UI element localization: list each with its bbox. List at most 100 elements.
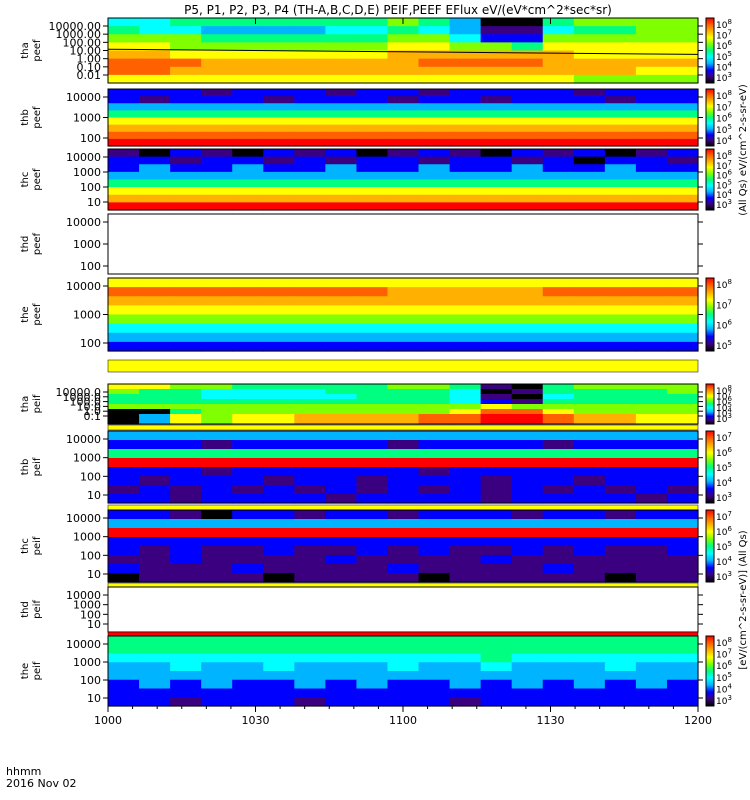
- heatmap-cell: [294, 96, 326, 104]
- heatmap-cell: [573, 419, 606, 425]
- heatmap-cell: [573, 697, 606, 707]
- figure-title: P5, P1, P2, P3, P4 (TH-A,B,C,D,E) PEIF,P…: [184, 3, 612, 17]
- heatmap-cell: [604, 399, 637, 405]
- colorbar-tick-label: 104: [716, 555, 732, 568]
- heatmap-cell: [325, 103, 358, 111]
- heatmap-cell: [573, 314, 606, 325]
- y-tick-label: 100: [80, 549, 101, 562]
- heatmap-cell: [294, 564, 326, 574]
- heatmap-cell: [604, 467, 637, 477]
- y-tick-label: 1000: [73, 166, 101, 179]
- heatmap-cell: [480, 287, 513, 297]
- heatmap-cell: [511, 202, 544, 211]
- heatmap-cell: [573, 34, 606, 43]
- heatmap-cell: [263, 389, 295, 395]
- heatmap-cell: [604, 688, 637, 698]
- heatmap-cell: [573, 131, 606, 140]
- heatmap-cell: [356, 287, 389, 297]
- heatmap-cell: [263, 287, 295, 297]
- heatmap-cell: [263, 394, 295, 400]
- heatmap-cell: [542, 103, 575, 111]
- heatmap-cell: [511, 171, 544, 181]
- colorbar-tick-label: 104: [716, 406, 732, 419]
- panel-tha-peef-colorbar: [705, 17, 715, 84]
- y-tick-label: 10: [87, 692, 101, 705]
- heatmap-cell: [480, 341, 513, 352]
- heatmap-cell: [294, 296, 326, 306]
- heatmap-cell: [356, 399, 389, 405]
- heatmap-cell: [635, 138, 668, 147]
- heatmap-cell: [170, 117, 202, 126]
- heatmap-cell: [356, 671, 389, 681]
- heatmap-cell: [480, 688, 513, 698]
- heatmap-cell: [232, 42, 264, 52]
- heatmap-cell: [170, 131, 202, 140]
- heatmap-cell: [387, 404, 420, 410]
- heatmap-cell: [201, 485, 233, 495]
- heatmap-cell: [108, 149, 140, 158]
- heatmap-cell: [635, 96, 668, 104]
- heatmap-cell: [325, 431, 358, 441]
- y-tick-label: 10: [87, 568, 101, 581]
- heatmap-cell: [449, 449, 482, 459]
- heatmap-cell: [108, 66, 140, 76]
- heatmap-cell: [263, 431, 295, 441]
- heatmap-cell: [139, 131, 171, 140]
- heatmap-cell: [604, 171, 637, 181]
- heatmap-cell: [666, 58, 699, 68]
- heatmap-cell: [418, 394, 451, 400]
- heatmap-cell: [418, 42, 451, 52]
- heatmap-cell: [511, 66, 544, 76]
- heatmap-cell: [325, 110, 358, 119]
- y-tick-label: 10: [87, 489, 101, 502]
- heatmap-cell: [511, 636, 544, 646]
- y-tick-label: 1000: [73, 599, 101, 612]
- heatmap-cell: [108, 179, 140, 188]
- heatmap-cell: [139, 546, 171, 556]
- colorbar-tick-label: 103: [716, 570, 732, 583]
- panel-tha-peif-colorbar: [705, 383, 715, 425]
- heatmap-cell: [387, 389, 420, 395]
- heatmap-cell: [511, 323, 544, 334]
- heatmap-cell: [635, 194, 668, 203]
- heatmap-cell: [635, 103, 668, 111]
- heatmap-cell: [387, 110, 420, 119]
- heatmap-cell: [480, 414, 513, 420]
- heatmap-cell: [294, 34, 326, 43]
- heatmap-cell: [232, 287, 264, 297]
- heatmap-cell: [232, 296, 264, 306]
- heatmap-cell: [387, 34, 420, 43]
- heatmap-cell: [511, 187, 544, 196]
- heatmap-cell: [449, 156, 482, 165]
- heatmap-cell: [449, 124, 482, 133]
- heatmap-cell: [325, 399, 358, 405]
- heatmap-cell: [387, 26, 420, 35]
- heatmap-cell: [294, 287, 326, 297]
- heatmap-cell: [418, 124, 451, 133]
- heatmap-cell: [604, 458, 637, 468]
- heatmap-cell: [294, 187, 326, 196]
- heatmap-cell: [542, 305, 575, 316]
- panel-the-peef-colorbar: [705, 277, 715, 352]
- heatmap-cell: [201, 636, 233, 646]
- heatmap-cell: [511, 510, 544, 520]
- heatmap-cell: [449, 58, 482, 68]
- heatmap-cell: [418, 528, 451, 538]
- heatmap-cell: [170, 564, 202, 574]
- heatmap-cell: [666, 202, 699, 211]
- heatmap-cell: [232, 537, 264, 547]
- heatmap-cell: [263, 194, 295, 203]
- heatmap-cell: [387, 573, 420, 583]
- heatmap-cell: [542, 537, 575, 547]
- time-axis: 1000 1030 1100 1130 1200: [94, 18, 712, 727]
- heatmap-cell: [232, 194, 264, 203]
- heatmap-cell: [387, 164, 420, 173]
- y-tick-label: 100: [80, 674, 101, 687]
- heatmap-cell: [604, 414, 637, 420]
- heatmap-cell: [356, 394, 389, 400]
- heatmap-cell: [666, 564, 699, 574]
- heatmap-cell: [449, 117, 482, 126]
- heatmap-cell: [542, 156, 575, 165]
- heatmap-cell: [108, 662, 140, 672]
- heatmap-cell: [201, 662, 233, 672]
